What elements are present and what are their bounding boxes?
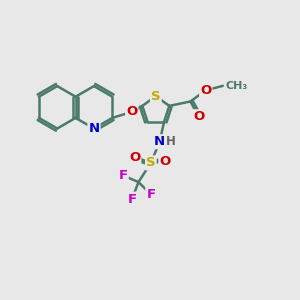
Text: O: O — [200, 84, 212, 97]
Text: O: O — [159, 155, 171, 168]
Text: O: O — [129, 151, 140, 164]
Text: F: F — [128, 193, 136, 206]
Text: O: O — [193, 110, 204, 123]
Text: CH₃: CH₃ — [225, 81, 248, 91]
Text: H: H — [166, 135, 176, 148]
Text: S: S — [146, 156, 156, 170]
Text: F: F — [118, 169, 128, 182]
Text: N: N — [154, 135, 165, 148]
Text: F: F — [146, 188, 155, 201]
Text: S: S — [151, 90, 160, 103]
Text: N: N — [88, 122, 100, 135]
Text: O: O — [126, 105, 137, 119]
